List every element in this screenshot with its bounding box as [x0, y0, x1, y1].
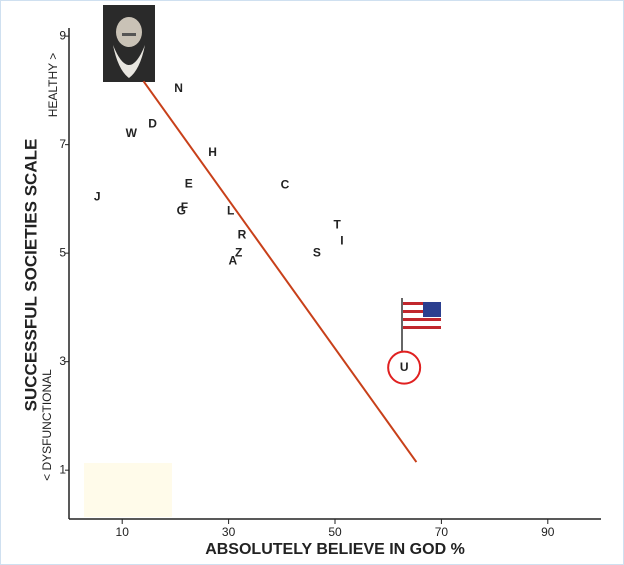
highlight-ring: [387, 350, 422, 385]
point-label: N: [174, 81, 183, 95]
point-label: L: [227, 204, 234, 218]
x-tick-label: 90: [541, 525, 555, 539]
pale-patch: [84, 463, 172, 517]
x-tick-label: 50: [328, 525, 342, 539]
point-label: I: [340, 233, 343, 247]
point-label: G: [177, 204, 186, 218]
x-tick-label: 10: [116, 525, 130, 539]
darwin-portrait: [103, 5, 155, 82]
point-label: E: [185, 176, 193, 190]
y-tick-label: 5: [59, 245, 66, 259]
point-label: C: [281, 178, 290, 192]
y-tick-label: 7: [59, 137, 66, 151]
point-label: R: [238, 227, 247, 241]
x-axis-label: ABSOLUTELY BELIEVE IN GOD %: [205, 541, 465, 558]
y-bottom-label: < DYSFUNCTIONAL: [40, 369, 54, 481]
point-label: H: [208, 145, 217, 159]
point-label: Z: [235, 245, 242, 259]
point-label: T: [333, 218, 341, 232]
point-label: A: [229, 253, 238, 267]
y-axis-label: SUCCESSFUL SOCIETIES SCALE: [21, 139, 40, 412]
y-top-label: HEALTHY >: [46, 53, 60, 118]
point-label: D: [148, 117, 157, 131]
trend-line: [142, 80, 418, 463]
x-tick-label: 70: [435, 525, 449, 539]
y-tick-label: 9: [59, 28, 66, 42]
point-label: J: [94, 189, 101, 203]
point-label: U: [400, 360, 409, 374]
point-label: W: [126, 126, 138, 140]
y-tick-label: 1: [59, 462, 66, 476]
point-label: S: [313, 245, 321, 259]
y-tick-label: 3: [59, 354, 66, 368]
point-label: F: [181, 200, 188, 214]
x-tick-label: 30: [222, 525, 236, 539]
us-flag: [401, 298, 441, 352]
